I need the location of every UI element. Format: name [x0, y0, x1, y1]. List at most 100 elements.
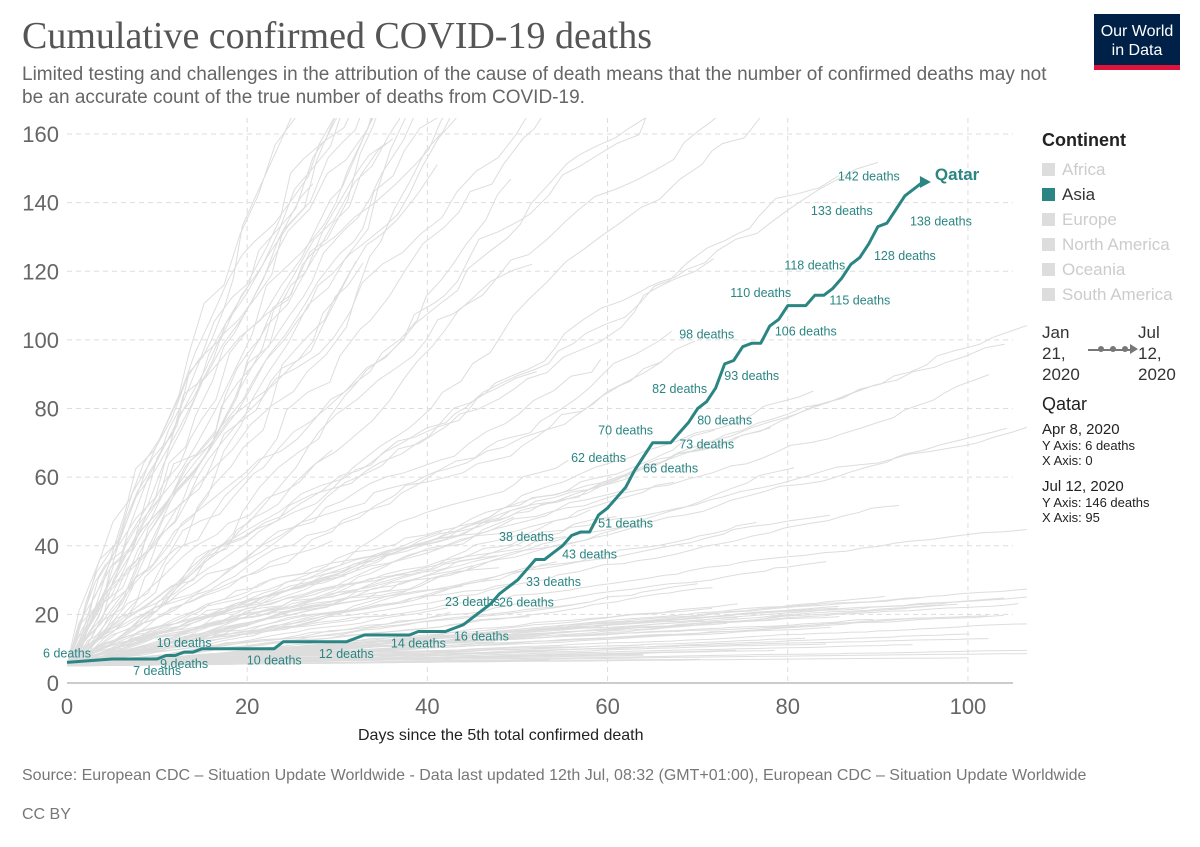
background-country-line	[67, 118, 527, 667]
y-tick-label: 160	[22, 122, 59, 147]
background-lines-layer	[67, 118, 1027, 667]
background-country-line	[67, 118, 292, 667]
data-label: 23 deaths	[445, 595, 500, 609]
data-label: 93 deaths	[724, 369, 779, 383]
y-tick-label: 80	[35, 397, 59, 422]
data-label: 128 deaths	[874, 249, 936, 263]
info-entity: Qatar	[1042, 394, 1088, 414]
legend-label: Asia	[1062, 185, 1096, 204]
background-country-line	[67, 118, 372, 666]
background-country-line	[67, 263, 533, 667]
legend-swatch	[1042, 263, 1055, 276]
data-label: 38 deaths	[499, 530, 554, 544]
legend-label: Oceania	[1062, 260, 1126, 279]
background-country-line	[67, 118, 717, 667]
background-country-line	[67, 118, 647, 667]
y-tick-label: 60	[35, 465, 59, 490]
background-country-line	[67, 161, 879, 667]
background-country-line	[67, 477, 632, 667]
data-label: 26 deaths	[499, 595, 554, 609]
background-country-line	[67, 427, 771, 667]
info-first-date: Apr 8, 2020	[1042, 421, 1120, 438]
background-country-line	[67, 607, 448, 667]
background-country-line	[67, 583, 698, 667]
background-country-line	[67, 427, 1008, 667]
background-country-line	[67, 371, 537, 667]
data-label: 9 deaths	[160, 657, 208, 671]
timeline-slider[interactable]: Jan 21, 2020 Jul 12, 2020	[1042, 322, 1192, 384]
background-country-line	[67, 374, 990, 667]
legend-item-africa[interactable]: Africa	[1042, 157, 1192, 182]
info-last-y: Y Axis: 146 deaths	[1042, 495, 1150, 510]
background-country-line	[67, 597, 1005, 667]
data-label: 14 deaths	[391, 637, 446, 651]
data-label: 62 deaths	[571, 451, 626, 465]
legend-label: South America	[1062, 285, 1173, 304]
timeline-end-year: 2020	[1138, 365, 1176, 384]
background-country-line	[67, 118, 401, 667]
data-label: 7 deaths	[133, 664, 181, 678]
legend-swatch	[1042, 213, 1055, 226]
background-country-line	[67, 426, 1027, 667]
data-label: 118 deaths	[784, 259, 845, 273]
background-country-line	[67, 118, 407, 667]
legend-item-north-america[interactable]: North America	[1042, 232, 1192, 257]
background-country-line	[67, 583, 512, 667]
background-country-line	[67, 585, 463, 667]
x-tick-label: 60	[595, 694, 619, 719]
data-label: 115 deaths	[829, 293, 890, 307]
background-country-line	[67, 118, 439, 666]
legend: Continent Africa Asia Europe North Ameri…	[1042, 130, 1192, 307]
background-country-line	[67, 118, 761, 667]
logo-line-2: in Data	[1111, 42, 1163, 59]
background-country-line	[67, 340, 696, 667]
background-country-line	[67, 118, 444, 667]
background-country-line	[67, 118, 361, 667]
highlight-series-layer[interactable]	[66, 176, 931, 664]
legend-swatch	[1042, 288, 1055, 301]
legend-item-south-america[interactable]: South America	[1042, 282, 1192, 307]
background-country-line	[67, 649, 1027, 667]
background-country-line	[67, 118, 542, 667]
timeline-dot	[1122, 346, 1128, 352]
background-country-line	[67, 449, 333, 667]
background-country-line	[67, 528, 1027, 667]
background-country-line	[67, 118, 335, 667]
x-tick-label: 80	[776, 694, 800, 719]
legend-item-oceania[interactable]: Oceania	[1042, 257, 1192, 282]
series-end-label: Qatar	[935, 165, 980, 184]
data-label: 70 deaths	[598, 423, 653, 437]
background-country-line	[67, 601, 588, 667]
background-country-line	[67, 536, 566, 667]
background-country-line	[67, 459, 569, 667]
legend-item-asia[interactable]: Asia	[1042, 182, 1192, 207]
y-tick-label: 120	[22, 259, 59, 284]
selection-info: Qatar Apr 8, 2020 Y Axis: 6 deaths X Axi…	[1042, 394, 1192, 525]
data-label: 33 deaths	[526, 575, 581, 589]
background-country-line	[67, 524, 640, 667]
x-tick-label: 0	[61, 694, 73, 719]
data-label: 51 deaths	[598, 516, 653, 530]
data-label: 142 deaths	[838, 169, 900, 183]
background-country-line	[67, 175, 839, 667]
y-tick-label: 140	[22, 191, 59, 216]
background-country-line	[67, 637, 806, 667]
background-country-line	[67, 388, 863, 667]
legend-item-europe[interactable]: Europe	[1042, 207, 1192, 232]
x-tick-label: 20	[235, 694, 259, 719]
background-country-line	[67, 118, 296, 666]
info-last-x: X Axis: 95	[1042, 510, 1100, 525]
timeline-arrow-icon[interactable]	[1130, 344, 1138, 354]
x-axis-label: Days since the 5th total confirmed death	[358, 727, 644, 744]
data-label: 110 deaths	[730, 286, 791, 300]
data-label: 6 deaths	[43, 646, 91, 660]
data-label: 98 deaths	[679, 327, 734, 341]
legend-swatch	[1042, 188, 1055, 201]
timeline-start-day: 21,	[1042, 344, 1066, 363]
qatar-end-arrow-icon	[919, 176, 931, 189]
background-country-line	[67, 555, 498, 667]
license-note: CC BY	[22, 806, 71, 823]
owid-logo[interactable]: Our World in Data	[1094, 14, 1180, 70]
data-label: 73 deaths	[679, 438, 734, 452]
